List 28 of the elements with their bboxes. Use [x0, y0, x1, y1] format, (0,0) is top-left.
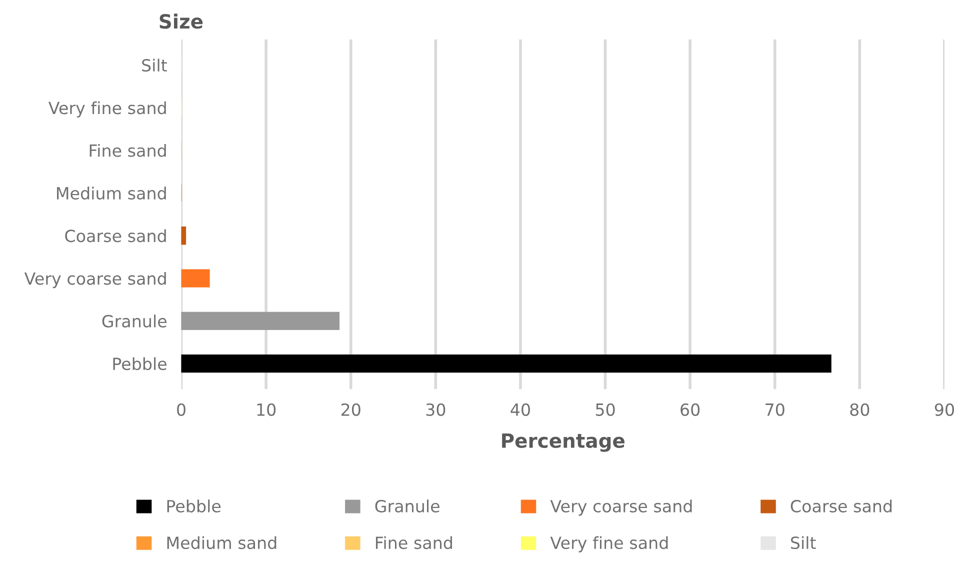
x-tick-label: 0	[177, 403, 186, 416]
legend-label: Coarse sand	[790, 500, 892, 512]
y-tick-label: Very coarse sand	[24, 272, 166, 288]
x-tick-label: 70	[766, 403, 784, 416]
x-tick-label: 50	[596, 403, 615, 416]
x-tick-label: 80	[850, 403, 870, 416]
x-tick-label: 20	[341, 403, 360, 416]
y-tick-label: Very fine sand	[48, 101, 166, 118]
x-tick-label: 90	[934, 403, 954, 416]
x-tick-label: 40	[510, 403, 530, 416]
x-tick-label: 10	[257, 403, 276, 416]
legend-label: Medium sand	[167, 536, 276, 550]
y-tick-label: Coarse sand	[65, 229, 166, 242]
legend-label: Silt	[791, 536, 816, 550]
legend-label: Very fine sand	[550, 536, 668, 552]
legend-label: Granule	[375, 500, 440, 512]
y-tick-label: Medium sand	[57, 186, 166, 200]
x-axis-title: Percentage	[502, 434, 624, 452]
y-tick-label: Silt	[142, 58, 167, 72]
y-tick-label: Fine sand	[90, 144, 166, 157]
y-tick-label: Granule	[102, 314, 166, 328]
legend-label: Fine sand	[376, 536, 452, 550]
y-tick-label: Pebble	[113, 357, 166, 370]
legend-label: Pebble	[167, 500, 221, 512]
x-tick-label: 60	[680, 403, 700, 416]
legend-label: Very coarse sand	[550, 500, 692, 516]
x-tick-label: 30	[426, 403, 446, 416]
y-axis-title: Size	[160, 14, 203, 29]
